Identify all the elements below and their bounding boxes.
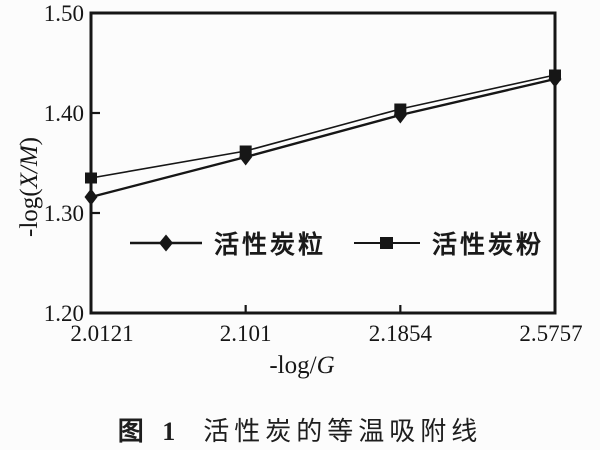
series-line-diamond	[90, 77, 556, 199]
plot-frame	[89, 11, 557, 315]
x-axis-label: -log/G	[269, 352, 334, 380]
data-point-diamond	[84, 188, 98, 206]
legend-entry-powder: 活性炭粉	[352, 225, 544, 261]
y-axis-label-fn: -log(	[16, 188, 43, 237]
square-marker-icon	[354, 237, 421, 249]
y-axis-label: -log(X/M)	[16, 137, 44, 237]
data-point-square	[239, 145, 252, 157]
series-line-square	[90, 74, 556, 179]
diamond-marker-icon	[130, 234, 202, 252]
x-tick-label: 2.1854	[369, 321, 433, 346]
legend-label-powder: 活性炭粉	[432, 232, 545, 259]
y-axis-label-var: X/M	[16, 145, 43, 189]
legend-entry-granular: 活性炭粒	[128, 225, 326, 261]
x-axis-label-fn: -log/	[269, 352, 317, 379]
x-axis-label-var: G	[316, 352, 335, 379]
y-axis-label-close: )	[16, 137, 43, 146]
y-tick-label: 1.50	[44, 1, 84, 26]
caption-number: 图 1	[117, 417, 182, 446]
x-tick-label: 2.0121	[70, 321, 133, 346]
y-tick-label: 1.40	[44, 101, 84, 126]
y-tick-label: 1.30	[44, 201, 84, 226]
x-tick-label: 2.101	[220, 321, 272, 346]
data-point-square	[394, 103, 407, 115]
data-point-square	[549, 69, 561, 81]
figure-caption: 图 1 活性炭的等温吸附线	[0, 411, 600, 448]
y-tick-label: 1.20	[44, 301, 84, 326]
line-chart: 1.50 1.40 1.30 1.202.0121 2.101 2.1854 2.5757	[44, 1, 583, 346]
data-point-square	[85, 172, 97, 184]
caption-text: 活性炭的等温吸附线	[203, 417, 483, 446]
legend-label-granular: 活性炭粒	[214, 232, 327, 259]
chart-legend: 活性炭粒 活性炭粉	[128, 225, 544, 261]
x-tick-label: 2.5757	[519, 321, 582, 346]
